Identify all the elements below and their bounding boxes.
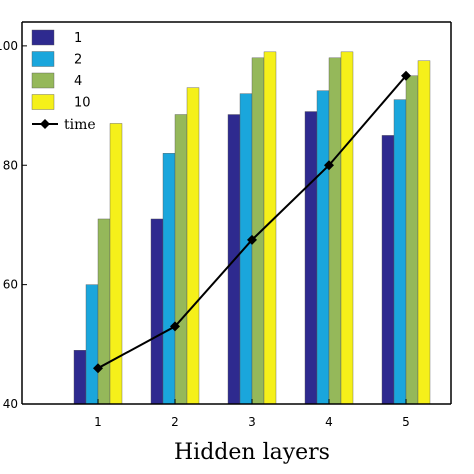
legend-swatch-10 <box>31 94 55 110</box>
bar-series-2-3 <box>239 93 253 405</box>
bar-series-1-5 <box>381 135 395 405</box>
bar-series-2-4 <box>316 90 330 405</box>
bar-series-4-4 <box>328 57 342 405</box>
time-line-group <box>93 70 411 374</box>
x-tick-label-4: 4 <box>325 415 333 429</box>
bar-series-4-5 <box>405 75 419 405</box>
bar-series-1-4 <box>304 111 318 405</box>
legend-swatch-2 <box>31 51 55 67</box>
bar-series-2-5 <box>393 99 407 405</box>
bars-group <box>73 51 431 405</box>
bar-series-4-1 <box>97 218 111 405</box>
legend: 1 2 4 10 time <box>31 29 96 133</box>
time-point-4 <box>324 160 334 171</box>
legend-label-10: 10 <box>74 96 91 111</box>
bar-series-10-3 <box>263 51 277 405</box>
y-tick-label-40: 40 <box>3 397 18 411</box>
bar-series-10-4 <box>340 51 354 405</box>
bar-series-10-1 <box>109 123 123 405</box>
bar-series-4-2 <box>174 114 188 405</box>
bar-series-1-2 <box>150 218 164 405</box>
bar-series-2-1 <box>85 284 99 405</box>
legend-marker-time <box>40 119 50 129</box>
axes-group <box>21 21 452 405</box>
x-tick-label-5: 5 <box>402 415 410 429</box>
legend-label-4: 4 <box>74 74 82 89</box>
legend-swatch-1 <box>31 29 55 46</box>
time-point-5 <box>401 70 411 81</box>
legend-swatch-4 <box>31 72 55 89</box>
bar-series-10-5 <box>417 60 431 405</box>
y-tick-label-80: 80 <box>3 158 18 172</box>
legend-label-2: 2 <box>74 53 82 68</box>
x-tick-label-3: 3 <box>248 415 256 429</box>
x-axis-title: Hidden layers <box>174 440 330 465</box>
x-tick-label-1: 1 <box>94 415 102 429</box>
bar-series-2-2 <box>162 153 176 405</box>
bar-series-10-2 <box>186 87 200 405</box>
bar-series-1-1 <box>73 350 87 405</box>
y-tick-label-60: 60 <box>3 278 18 292</box>
time-point-3 <box>247 234 257 245</box>
ticks-group: 1 2 3 4 5 40 60 80 100 <box>0 39 410 429</box>
time-point-1 <box>93 363 103 374</box>
time-point-2 <box>170 321 180 332</box>
legend-label-1: 1 <box>74 31 82 46</box>
legend-label-time: time <box>64 117 96 133</box>
y-tick-label-100: 100 <box>0 39 18 53</box>
x-tick-label-2: 2 <box>171 415 179 429</box>
